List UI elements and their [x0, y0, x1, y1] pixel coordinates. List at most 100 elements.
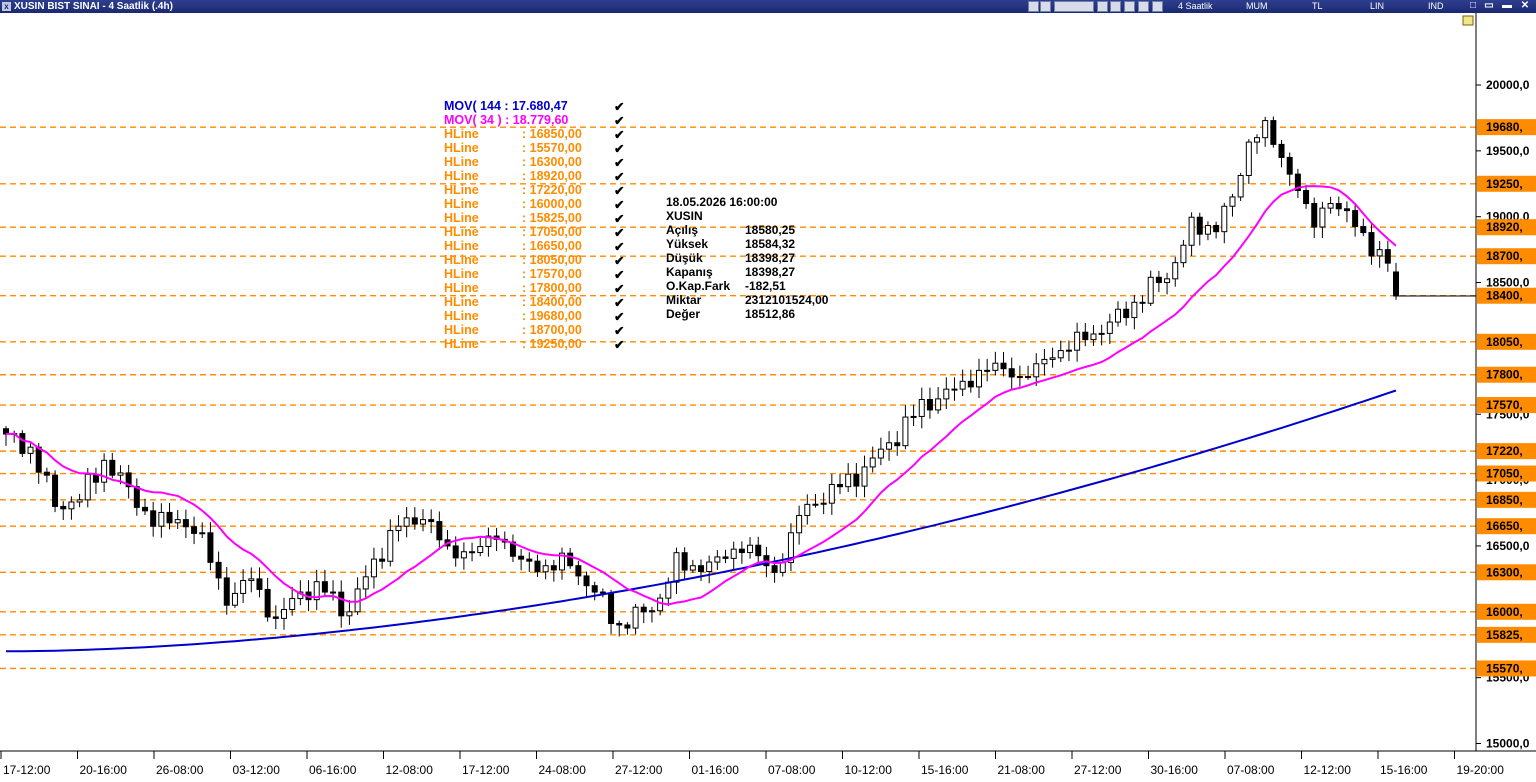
tool-icon-1[interactable] [1028, 1, 1039, 12]
check-icon[interactable]: ✔ [614, 156, 625, 170]
candle[interactable] [1106, 313, 1113, 345]
candle[interactable] [673, 547, 680, 594]
tool-icon-2[interactable] [1040, 1, 1051, 12]
candle[interactable] [779, 553, 786, 577]
candle[interactable] [1384, 240, 1391, 272]
candle[interactable] [19, 430, 26, 458]
candle[interactable] [362, 565, 369, 599]
candle[interactable] [1213, 221, 1220, 239]
candle[interactable] [1278, 139, 1285, 168]
candle[interactable] [984, 358, 991, 382]
check-icon[interactable]: ✔ [614, 198, 625, 212]
check-icon[interactable]: ✔ [614, 170, 625, 184]
candle[interactable] [747, 537, 754, 559]
candle[interactable] [207, 522, 214, 571]
candle[interactable] [1155, 270, 1162, 293]
candle[interactable] [1000, 351, 1007, 377]
check-icon[interactable]: ✔ [614, 324, 625, 338]
candle[interactable] [935, 387, 942, 414]
candle[interactable] [861, 455, 868, 498]
candle[interactable] [526, 552, 533, 573]
candle[interactable] [1147, 270, 1154, 307]
candle[interactable] [166, 502, 173, 530]
candle[interactable] [1188, 212, 1195, 256]
check-icon[interactable]: ✔ [614, 100, 625, 114]
period-label[interactable]: 4 Saatlik [1178, 1, 1213, 11]
candle[interactable] [68, 496, 75, 520]
candle[interactable] [559, 547, 565, 580]
candle[interactable] [231, 582, 238, 608]
check-icon[interactable]: ✔ [614, 296, 625, 310]
candle[interactable] [1196, 212, 1203, 246]
check-icon[interactable]: ✔ [614, 240, 625, 254]
candle[interactable] [338, 580, 345, 628]
candle[interactable] [1139, 295, 1146, 313]
check-icon[interactable]: ✔ [614, 114, 625, 128]
tool-icon-4[interactable] [1097, 1, 1108, 12]
candle[interactable] [575, 560, 582, 586]
candle[interactable] [608, 589, 615, 634]
candle[interactable] [395, 515, 402, 542]
candle[interactable] [730, 541, 737, 570]
candle[interactable] [354, 577, 361, 615]
candle[interactable] [1311, 197, 1318, 239]
candle[interactable] [902, 405, 909, 450]
candle[interactable] [632, 604, 639, 635]
candle[interactable] [1327, 196, 1334, 214]
candle[interactable] [509, 534, 516, 562]
candle[interactable] [142, 498, 148, 516]
maximize-icon[interactable]: ▭ [1484, 0, 1494, 11]
candle[interactable] [1049, 347, 1056, 368]
candle[interactable] [1335, 196, 1342, 216]
check-icon[interactable]: ✔ [614, 338, 625, 352]
candle[interactable] [240, 569, 247, 603]
mode-mum[interactable]: MUM [1246, 1, 1268, 11]
candle[interactable] [330, 580, 337, 601]
candle[interactable] [27, 443, 34, 464]
candle[interactable] [1041, 349, 1048, 376]
candle[interactable] [706, 555, 713, 584]
candle[interactable] [755, 536, 762, 563]
candle[interactable] [125, 464, 132, 499]
candle[interactable] [101, 453, 108, 493]
candle[interactable] [1008, 357, 1015, 389]
candle[interactable] [313, 569, 320, 611]
candle[interactable] [1343, 201, 1350, 223]
candle[interactable] [43, 467, 50, 483]
candle[interactable] [1254, 134, 1260, 154]
candle[interactable] [182, 509, 189, 539]
check-icon[interactable]: ✔ [614, 282, 625, 296]
candle[interactable] [1376, 241, 1383, 268]
scale-lock-icon[interactable] [1462, 15, 1474, 26]
candle[interactable] [738, 541, 745, 564]
pencil-icon[interactable] [1124, 1, 1135, 12]
close-icon[interactable]: ✕ [1520, 0, 1530, 11]
candle[interactable] [648, 606, 655, 623]
candle[interactable] [403, 506, 410, 538]
candle[interactable] [1245, 139, 1252, 184]
candle[interactable] [1368, 224, 1375, 265]
candle[interactable] [1352, 202, 1359, 237]
candle[interactable] [583, 571, 590, 598]
minimize-icon[interactable]: □ [1469, 0, 1477, 11]
candle[interactable] [272, 605, 279, 630]
candle[interactable] [976, 358, 982, 399]
candle[interactable] [1115, 301, 1121, 327]
tool-icon-8[interactable] [1152, 1, 1163, 12]
candle[interactable] [820, 492, 827, 515]
restore-icon[interactable]: ▬ [1502, 0, 1512, 11]
candle[interactable] [918, 387, 925, 429]
tool-icon-7[interactable] [1138, 1, 1149, 12]
candle[interactable] [76, 493, 83, 508]
candle[interactable] [591, 581, 598, 601]
candle[interactable] [1286, 152, 1293, 186]
candle[interactable] [174, 509, 181, 529]
candle[interactable] [420, 509, 426, 532]
candle[interactable] [1262, 116, 1269, 147]
mode-lin[interactable]: LIN [1370, 1, 1385, 11]
candle[interactable] [804, 494, 811, 525]
check-icon[interactable]: ✔ [614, 226, 625, 240]
candle[interactable] [1074, 322, 1081, 362]
candle[interactable] [1360, 218, 1367, 237]
candle[interactable] [1270, 116, 1277, 148]
